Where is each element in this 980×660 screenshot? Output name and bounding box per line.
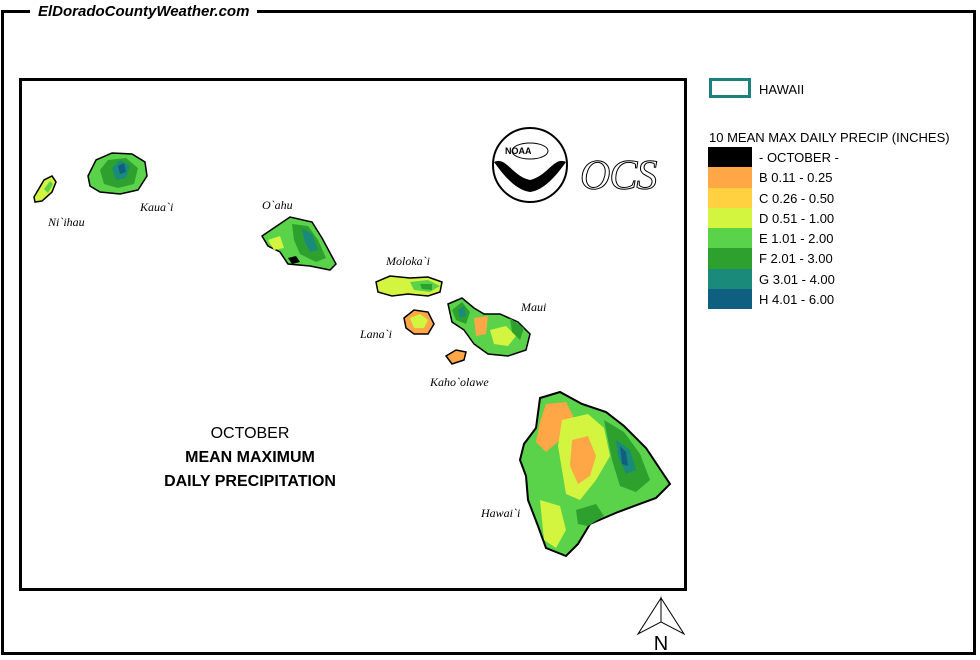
label-niihau: Ni`ihau bbox=[48, 215, 85, 229]
legend-swatch bbox=[708, 167, 752, 188]
site-title[interactable]: ElDoradoCountyWeather.com bbox=[30, 2, 258, 22]
label-molokai: Moloka`i bbox=[386, 254, 430, 268]
ocs-logo-text: OCS bbox=[579, 153, 657, 200]
legend-label: F 2.01 - 3.00 bbox=[759, 251, 833, 267]
island-niihau bbox=[33, 175, 57, 203]
legend-swatch bbox=[708, 268, 752, 290]
island-hawaii bbox=[518, 390, 672, 558]
outer-frame-right-edge bbox=[973, 10, 976, 655]
legend-swatch bbox=[708, 187, 752, 208]
map-title-line1: MEAN MAXIMUM bbox=[185, 449, 315, 466]
north-arrow-icon: N bbox=[636, 596, 686, 654]
noaa-logo-text: NOAA bbox=[505, 146, 532, 156]
legend-label: - OCTOBER - bbox=[759, 150, 839, 165]
legend-swatch bbox=[708, 289, 752, 310]
island-molokai bbox=[375, 275, 443, 297]
legend-label: C 0.26 - 0.50 bbox=[759, 190, 835, 206]
island-kahoolawe bbox=[444, 349, 467, 365]
legend-label: G 3.01 - 4.00 bbox=[759, 271, 835, 287]
label-oahu: O`ahu bbox=[262, 198, 293, 212]
island-oahu bbox=[260, 216, 337, 271]
legend-swatch bbox=[708, 248, 752, 269]
map-title-month: OCTOBER bbox=[210, 425, 290, 442]
legend-swatch bbox=[708, 228, 752, 249]
legend-label: E 1.01 - 2.00 bbox=[759, 231, 834, 247]
island-lanai bbox=[403, 309, 435, 335]
label-lanai: Lana`i bbox=[360, 327, 393, 341]
legend-title: 10 MEAN MAX DAILY PRECIP (INCHES) bbox=[709, 130, 950, 145]
legend-swatch bbox=[708, 147, 752, 168]
legend-label: H 4.01 - 6.00 bbox=[759, 292, 835, 308]
north-arrow-label: N bbox=[654, 633, 668, 654]
label-kahoolawe: Kaho`olawe bbox=[430, 375, 489, 389]
legend-region-label: HAWAII bbox=[759, 82, 805, 97]
island-kauai bbox=[87, 152, 148, 195]
label-maui: Maui bbox=[521, 300, 547, 314]
legend-label: D 0.51 - 1.00 bbox=[759, 210, 835, 226]
noaa-logo bbox=[492, 127, 568, 203]
label-hawaii: Hawai`i bbox=[481, 506, 521, 520]
legend-region-swatch bbox=[709, 78, 751, 98]
map-title-line2: DAILY PRECIPITATION bbox=[164, 473, 336, 490]
island-maui bbox=[447, 297, 531, 357]
outer-frame bbox=[1, 10, 973, 655]
legend-swatch bbox=[708, 207, 752, 229]
legend-label: B 0.11 - 0.25 bbox=[759, 170, 833, 186]
label-kauai: Kaua`i bbox=[140, 200, 174, 214]
